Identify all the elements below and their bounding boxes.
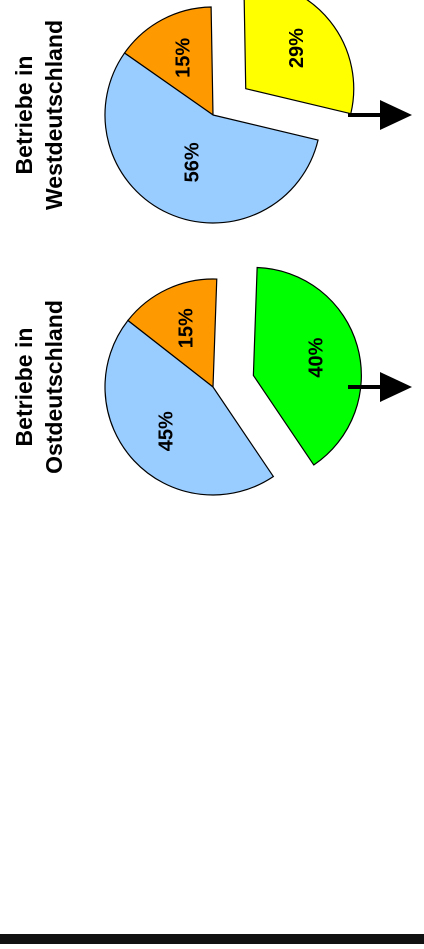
arrow-head-0 bbox=[380, 100, 412, 130]
pie-slice-1-2 bbox=[104, 319, 275, 496]
pie-slice-1-1 bbox=[252, 266, 362, 466]
slice-label-0-2: 56% bbox=[182, 142, 204, 182]
pie-slice-1-0 bbox=[127, 278, 218, 389]
chart-title-1-line-0: Betriebe in bbox=[11, 328, 37, 447]
chart-title-0-line-0: Betriebe in bbox=[11, 56, 37, 175]
arrows bbox=[348, 100, 412, 402]
chart-title-1-line-1: Ostdeutschland bbox=[41, 300, 67, 474]
pie-slice-0-0 bbox=[123, 6, 214, 117]
slice-label-1-0: 15% bbox=[176, 308, 198, 348]
slice-label-0-0: 15% bbox=[173, 38, 195, 78]
pie-chart-west: 15% 29% 56% bbox=[104, 0, 355, 224]
rotated-content: 15% 29%56% 15%40%45% Betriebe in Westdeuts… bbox=[11, 0, 412, 496]
slice-label-1-2: 45% bbox=[156, 411, 178, 451]
slice-label-1-1: 40% bbox=[306, 337, 328, 377]
pie-slice-0-1 bbox=[243, 0, 355, 115]
slice-label-0-1: 29% bbox=[286, 28, 308, 68]
pie-slice-0-2 bbox=[104, 52, 319, 224]
bottom-rule bbox=[0, 934, 424, 944]
chart-title-0-line-1: Westdeutschland bbox=[41, 20, 67, 210]
arrow-head-1 bbox=[380, 372, 412, 402]
pie-chart-east: 15% 40% 45% bbox=[104, 266, 362, 496]
